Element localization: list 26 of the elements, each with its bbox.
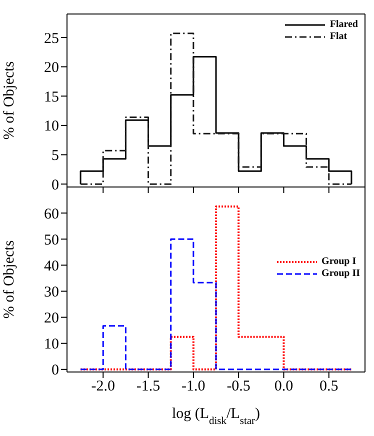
- y-tick-label: 20: [44, 310, 59, 327]
- y-tick-label: 20: [44, 60, 59, 76]
- y-tick-label: 25: [44, 30, 59, 47]
- x-tick-label: -1.5: [136, 378, 160, 395]
- y-tick-label: 0: [52, 362, 59, 379]
- x-axis-title: log (L$_{disk}$/L$_{star}$): [172, 406, 260, 426]
- y-tick-label: 5: [52, 148, 59, 164]
- y-tick-label: 60: [44, 206, 59, 222]
- legend-label: Group II: [322, 268, 360, 280]
- x-tick-label: -2.0: [91, 378, 115, 395]
- legend-label: Flared: [330, 19, 358, 31]
- legend-label: Flat: [330, 31, 348, 43]
- x-tick-label: 0.5: [320, 378, 338, 395]
- x-tick-label: 0.0: [274, 378, 294, 395]
- y-tick-label: 10: [44, 118, 59, 135]
- y-tick-label: 10: [44, 336, 59, 353]
- y-tick-label: 50: [44, 232, 59, 248]
- y-tick-label: 0: [52, 177, 59, 194]
- x-tick-label: -1.0: [182, 378, 206, 395]
- y-tick-label: 40: [44, 258, 59, 274]
- x-tick-label: -0.5: [226, 378, 250, 395]
- y-tick-label: 30: [44, 284, 59, 301]
- legend-label: Group I: [322, 256, 356, 268]
- y-axis-title: % of Objects: [1, 61, 18, 140]
- y-axis-title: % of Objects: [1, 240, 18, 319]
- y-tick-label: 15: [44, 89, 59, 106]
